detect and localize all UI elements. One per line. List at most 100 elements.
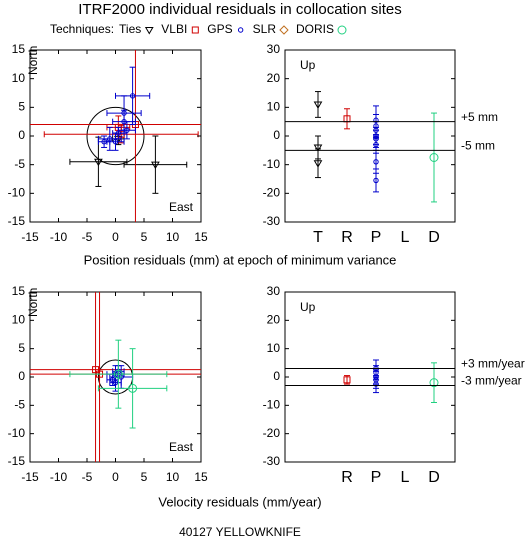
panel-label: East [169, 440, 194, 454]
y-tick-label: -20 [263, 426, 281, 440]
legend-label: Techniques: [50, 22, 114, 36]
y-tick-label: 15 [12, 284, 26, 298]
point [101, 139, 107, 145]
category-label: L [401, 469, 410, 486]
legend-marker [237, 27, 244, 33]
panel-label: Up [300, 300, 316, 314]
point [313, 101, 323, 109]
y-tick-label: -10 [263, 157, 281, 171]
plot-frame [284, 291, 456, 463]
y-tick-label: -30 [263, 454, 281, 468]
y-tick-label: 0 [273, 128, 280, 142]
point [343, 376, 351, 384]
point [115, 130, 122, 136]
point [112, 139, 119, 145]
legend-entry: GPS [207, 22, 232, 36]
legend-entry: VLBI [161, 22, 187, 36]
category-label: P [371, 229, 382, 246]
y-tick-label: 0 [273, 369, 280, 383]
category-label: D [428, 229, 440, 246]
y-tick-label: 20 [267, 313, 281, 327]
y-tick-label: 5 [18, 100, 25, 114]
panel-label: East [169, 200, 194, 214]
y-tick-label: 30 [267, 284, 281, 298]
panel-label: Up [300, 58, 316, 72]
y-tick-label: -10 [8, 186, 26, 200]
point [373, 381, 379, 387]
x-tick-label: 15 [194, 470, 208, 484]
point [151, 161, 160, 170]
x-tick-label: 5 [141, 230, 148, 244]
y-tick-label: 10 [12, 71, 26, 85]
y-tick-label: 5 [18, 341, 25, 355]
y-tick-label: -5 [14, 157, 25, 171]
panel-label: North [26, 46, 40, 75]
point [124, 127, 130, 133]
x-tick-label: 0 [112, 230, 119, 244]
point [373, 159, 379, 165]
legend-marker [337, 25, 347, 35]
row-label: Velocity residuals (mm/year) [158, 494, 321, 509]
y-tick-label: -10 [8, 426, 26, 440]
legend-marker [191, 26, 199, 34]
x-tick-label: -5 [82, 230, 93, 244]
y-tick-label: 0 [18, 128, 25, 142]
reference-label: +3 mm/year [461, 357, 525, 371]
y-tick-label: 20 [267, 71, 281, 85]
x-tick-label: 15 [194, 230, 208, 244]
x-tick-label: -10 [50, 470, 68, 484]
x-tick-label: 10 [166, 470, 180, 484]
point [113, 369, 123, 379]
y-tick-label: 30 [267, 42, 281, 56]
y-tick-label: -30 [263, 214, 281, 228]
y-tick-label: 10 [267, 100, 281, 114]
x-tick-label: 0 [112, 470, 119, 484]
category-label: R [341, 469, 353, 486]
plot-area [343, 359, 439, 403]
reference-label: -5 mm [461, 139, 495, 153]
point [121, 118, 127, 125]
point [129, 93, 136, 99]
footer: 40127 YELLOWKNIFE [179, 525, 301, 538]
reference-label: -3 mm/year [461, 374, 522, 388]
category-label: P [371, 469, 382, 486]
point [92, 366, 100, 374]
reference-label: +5 mm [461, 110, 498, 124]
x-tick-label: 10 [166, 230, 180, 244]
x-tick-label: -10 [50, 230, 68, 244]
plot-area [313, 91, 439, 203]
x-tick-label: -5 [82, 470, 93, 484]
point [128, 383, 138, 393]
y-tick-label: -10 [263, 398, 281, 412]
x-tick-label: -15 [21, 470, 39, 484]
point [373, 141, 379, 148]
plot-area [30, 50, 201, 222]
point [112, 379, 119, 386]
legend-entry: DORIS [296, 22, 334, 36]
y-tick-label: 10 [267, 341, 281, 355]
legend-entry: SLR [253, 22, 277, 36]
figure-title: ITRF2000 individual residuals in colloca… [78, 1, 402, 18]
point [429, 153, 439, 162]
y-tick-label: -5 [14, 398, 25, 412]
legend-marker [144, 27, 154, 35]
legend-marker [279, 25, 289, 35]
y-tick-label: -15 [8, 214, 26, 228]
point [94, 158, 103, 167]
plot-area [30, 292, 201, 462]
y-tick-label: 10 [12, 313, 26, 327]
x-tick-label: 5 [141, 470, 148, 484]
category-label: D [428, 469, 440, 486]
category-label: L [401, 229, 410, 246]
category-label: T [313, 229, 323, 246]
y-tick-label: -15 [8, 454, 26, 468]
legend-entry: Ties [119, 22, 141, 36]
point [313, 144, 323, 152]
point [109, 377, 116, 383]
y-tick-label: 15 [12, 42, 26, 56]
point [118, 374, 124, 380]
y-tick-label: -20 [263, 186, 281, 200]
x-tick-label: -15 [21, 230, 39, 244]
category-label: R [341, 229, 353, 246]
